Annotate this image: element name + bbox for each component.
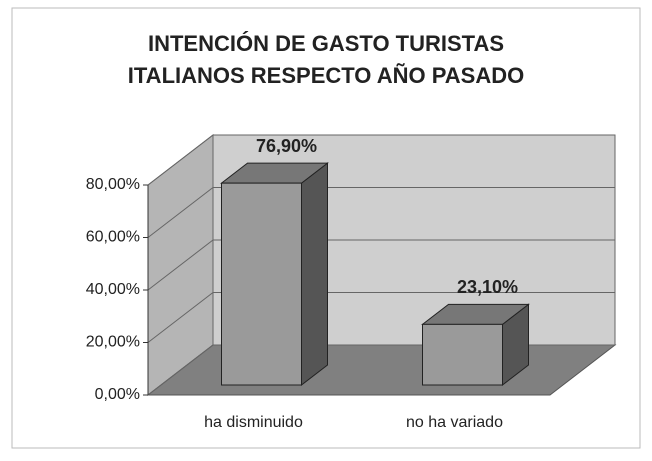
grid-line xyxy=(147,292,615,343)
chart-title: INTENCIÓN DE GASTO TURISTAS ITALIANOS RE… xyxy=(127,31,525,88)
bar-side xyxy=(301,162,328,387)
grid-line xyxy=(147,134,615,186)
x-tick-label: no ha variado xyxy=(406,414,503,431)
y-tick-label: 20,00% xyxy=(86,334,140,351)
bar xyxy=(422,323,503,386)
y-tick-label: 40,00% xyxy=(86,281,140,298)
value-label: 23,10% xyxy=(457,277,518,297)
grid-line xyxy=(147,187,615,238)
y-tick-label: 60,00% xyxy=(86,229,140,246)
bar xyxy=(221,182,302,386)
y-tick-label: 80,00% xyxy=(86,176,140,193)
value-label: 76,90% xyxy=(256,136,317,156)
grid-line xyxy=(147,239,615,291)
x-tick-label: ha disminuido xyxy=(204,414,303,431)
chart-border xyxy=(11,7,641,449)
floor xyxy=(146,344,617,396)
y-tick-label: 0,00% xyxy=(95,386,140,403)
